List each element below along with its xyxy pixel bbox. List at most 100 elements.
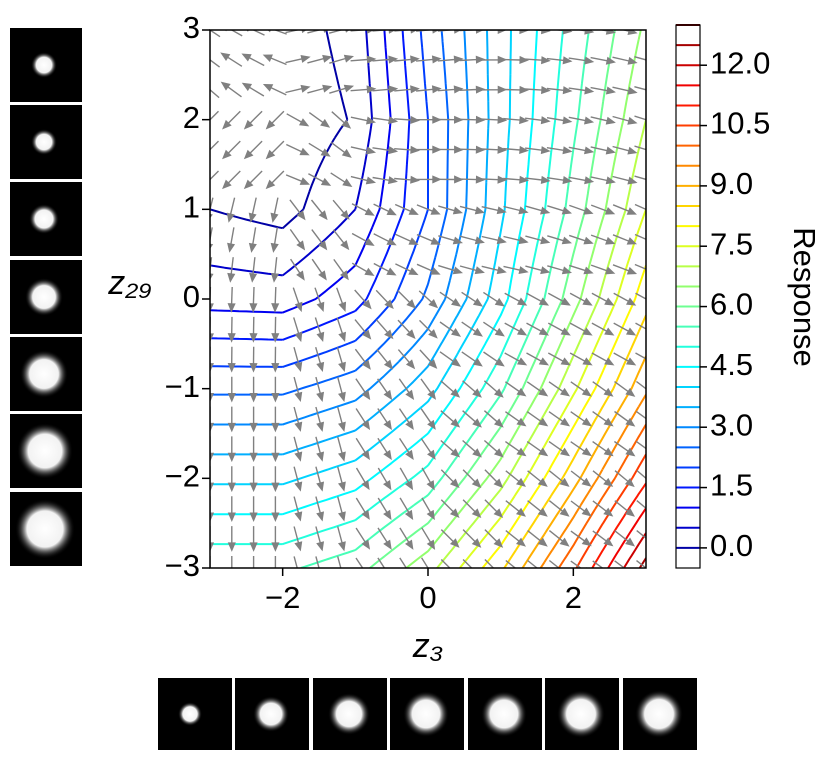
thumbnail-blob — [20, 350, 68, 398]
quiver-arrow — [634, 263, 646, 270]
quiver-arrow — [333, 258, 349, 281]
quiver-arrow — [547, 322, 571, 336]
quiver-arrow — [315, 556, 320, 568]
contour-line — [210, 30, 349, 230]
quiver-arrow — [590, 116, 616, 125]
quiver-arrow — [459, 235, 485, 245]
quiver-arrow — [227, 466, 236, 493]
quiver-arrow — [570, 470, 592, 487]
quiver-arrow — [372, 116, 399, 125]
quiver-arrow — [292, 287, 303, 313]
quiver-arrow — [590, 86, 616, 95]
quiver-arrow — [373, 233, 397, 246]
quiver-arrow — [484, 469, 504, 489]
quiver-arrow — [634, 203, 646, 211]
quiver-arrow — [613, 322, 637, 336]
quiver-arrow — [440, 529, 460, 548]
quiver-arrow — [459, 115, 486, 124]
quiver-arrow — [372, 85, 399, 94]
quiver-arrow — [416, 175, 442, 184]
quiver-arrow — [399, 557, 408, 568]
contour-line — [210, 30, 538, 516]
contour-line — [405, 30, 642, 568]
quiver-arrow — [290, 258, 305, 281]
quiver-arrow — [210, 59, 221, 68]
thumbnail-blob — [31, 129, 57, 155]
quiver-arrow — [227, 227, 236, 253]
quiver-arrow — [546, 176, 573, 185]
quiver-arrow — [286, 113, 310, 127]
quiver-arrow — [398, 378, 415, 400]
quiver-arrow — [592, 500, 614, 517]
quiver-arrow — [614, 470, 635, 488]
quiver-arrow — [505, 530, 526, 547]
quiver-arrow — [546, 116, 573, 125]
quiver-arrow — [350, 146, 377, 155]
quiver-arrow — [293, 436, 303, 462]
quiver-arrow — [418, 290, 439, 309]
colorbar-tick-label: 1.5 — [710, 468, 753, 503]
quiver-arrow — [636, 469, 646, 480]
quiver-arrow — [461, 351, 483, 367]
quiver-arrow — [354, 319, 372, 340]
quiver-arrow — [265, 140, 285, 160]
y-tick-label: 0 — [183, 279, 200, 314]
quiver-arrow — [481, 265, 507, 275]
quiver-arrow — [525, 175, 551, 184]
quiver-arrow — [459, 85, 486, 94]
quiver-arrow — [329, 84, 355, 94]
quiver-arrow — [265, 110, 285, 130]
quiver-arrow — [634, 145, 646, 151]
quiver-arrow — [462, 380, 482, 398]
quiver-arrow — [210, 227, 214, 249]
quiver-arrow — [372, 176, 398, 185]
quiver-arrow — [440, 559, 451, 568]
quiver-arrow — [293, 466, 303, 492]
quiver-arrow — [249, 286, 258, 313]
quiver-arrow — [421, 497, 435, 521]
quiver-arrow — [612, 204, 637, 215]
quiver-arrow — [336, 287, 347, 312]
quiver-arrow — [635, 322, 646, 330]
quiver-arrow — [315, 496, 325, 522]
quiver-arrow — [354, 289, 372, 310]
quiver-arrow — [397, 349, 416, 370]
quiver-arrow — [419, 319, 438, 339]
colorbar-label: Response — [787, 227, 822, 367]
quiver-arrow — [249, 406, 258, 433]
thumbnail-blob — [328, 693, 370, 735]
quiver-arrow — [592, 411, 614, 427]
quiver-arrow — [547, 292, 571, 306]
quiver-arrow — [243, 140, 263, 160]
quiver-arrow — [503, 265, 529, 274]
quiver-arrow — [592, 441, 614, 457]
quiver-arrow — [315, 347, 325, 372]
quiver-arrow — [613, 440, 636, 457]
quiver-arrow — [462, 499, 482, 518]
quiver-arrow — [267, 30, 287, 35]
quiver-arrow — [285, 84, 311, 94]
quiver-arrow — [547, 352, 571, 366]
quiver-arrow — [419, 349, 438, 369]
quiver-arrow — [373, 203, 397, 216]
quiver-arrow — [481, 145, 508, 154]
quiver-arrow — [350, 55, 377, 64]
quiver-arrow — [569, 352, 593, 366]
quiver-arrow — [505, 470, 526, 487]
quiver-arrow — [315, 466, 325, 492]
quiver-arrow — [308, 112, 331, 128]
quiver-arrow — [568, 86, 595, 95]
quiver-arrow — [315, 406, 325, 432]
quiver-arrow — [399, 467, 414, 491]
quiver-arrow — [222, 170, 241, 190]
quiver-arrow — [613, 292, 637, 306]
quiver-arrow — [262, 83, 287, 96]
quiver-arrow — [271, 496, 280, 522]
quiver-arrow — [612, 264, 638, 275]
quiver-arrow — [548, 411, 571, 427]
quiver-arrow — [399, 438, 414, 460]
quiver-arrow — [481, 206, 507, 215]
quiver-arrow — [337, 406, 346, 432]
quiver-arrow — [462, 469, 482, 489]
quiver-arrow — [271, 316, 280, 343]
